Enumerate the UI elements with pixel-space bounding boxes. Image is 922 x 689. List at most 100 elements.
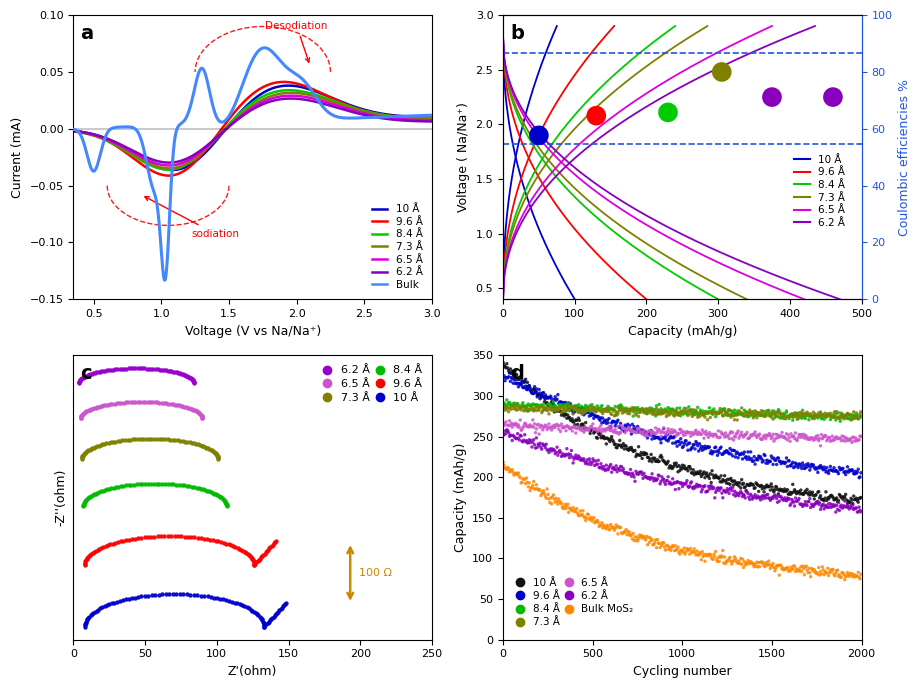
Point [695,484,710,495]
Point [655,409,669,420]
Point [621,445,636,456]
Point [674,408,689,419]
Point [806,407,821,418]
Point [506,398,521,409]
Point [699,429,714,440]
Point [802,567,817,578]
Point [680,463,694,474]
Point [97,438,112,449]
Point [563,449,578,460]
Point [682,548,697,559]
Point [601,521,616,532]
Point [531,389,546,400]
Point [555,407,570,418]
Point [844,493,858,504]
Point [797,500,811,511]
Point [83,491,98,502]
Point [690,407,704,418]
Point [702,402,716,413]
Point [764,431,779,442]
Point [207,447,222,458]
Point [592,462,607,473]
Point [226,540,241,551]
Point [818,464,833,475]
Point [184,373,199,384]
Point [656,422,671,433]
Point [601,401,616,412]
Point [154,398,169,409]
Point [559,449,573,460]
Point [611,421,626,432]
Point [574,419,589,430]
Point [743,430,758,441]
Point [199,533,214,544]
Point [133,396,148,407]
Point [600,424,615,435]
Point [121,397,136,408]
Point [627,445,642,456]
Point [76,449,90,460]
Point [765,459,780,470]
Point [144,590,159,601]
Point [792,486,807,497]
Point [547,407,561,418]
Point [816,410,831,421]
Point [731,480,746,491]
Point [590,426,605,437]
Point [538,421,553,432]
Point [716,485,731,496]
Point [586,406,601,417]
Point [87,546,101,557]
Point [504,430,519,441]
Point [147,433,161,444]
Point [501,400,515,411]
Point [517,401,532,412]
Point [753,433,768,444]
Point [688,482,703,493]
Point [553,402,568,413]
Point [811,486,826,497]
Point [89,402,104,413]
Point [174,368,189,379]
Point [644,425,658,436]
Point [729,487,744,498]
Point [597,406,611,417]
Point [563,400,578,411]
Point [772,570,786,581]
Point [204,591,219,602]
Point [774,409,788,420]
Point [628,405,643,416]
Point [786,560,801,571]
Point [502,403,517,414]
Point [505,400,520,411]
Point [630,408,644,419]
Point [151,589,166,600]
Point [616,422,631,433]
Point [629,466,644,477]
Point [763,410,778,421]
Point [585,453,600,464]
Point [810,430,825,441]
Point [171,480,186,491]
Point [790,435,805,446]
Point [673,406,688,417]
Point [836,413,851,424]
Point [568,452,583,463]
Point [569,450,584,461]
Point [786,462,801,473]
Point [740,407,755,418]
Point [832,569,846,580]
Point [195,411,209,422]
Point [81,445,96,456]
Point [845,413,860,424]
Point [758,430,773,441]
Point [840,408,855,419]
Point [613,461,628,472]
Point [116,480,131,491]
Point [650,534,665,545]
Point [636,405,651,416]
Point [588,516,603,527]
Point [690,546,704,557]
Point [746,407,761,418]
Point [824,490,839,501]
